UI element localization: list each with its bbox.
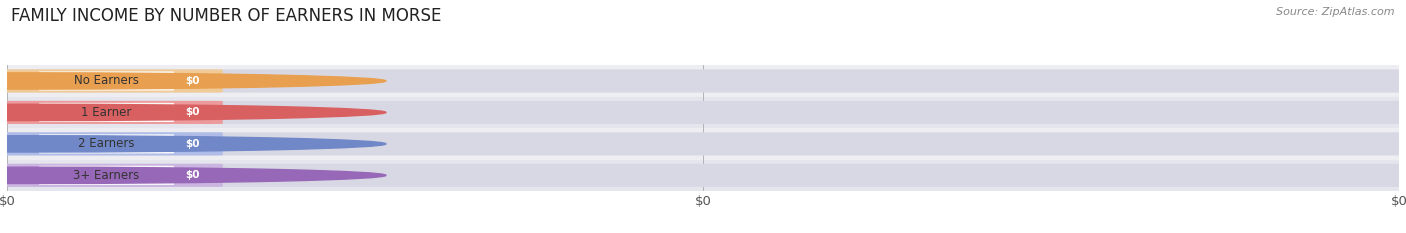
FancyBboxPatch shape bbox=[0, 101, 1406, 124]
FancyBboxPatch shape bbox=[0, 69, 1406, 93]
Text: 1 Earner: 1 Earner bbox=[82, 106, 132, 119]
FancyBboxPatch shape bbox=[0, 69, 222, 93]
FancyBboxPatch shape bbox=[0, 164, 222, 187]
Bar bbox=[7, 160, 1399, 191]
Text: No Earners: No Earners bbox=[75, 75, 139, 87]
Text: $0: $0 bbox=[186, 76, 200, 86]
FancyBboxPatch shape bbox=[0, 101, 222, 124]
Text: $0: $0 bbox=[186, 107, 200, 117]
Circle shape bbox=[0, 167, 385, 183]
Text: FAMILY INCOME BY NUMBER OF EARNERS IN MORSE: FAMILY INCOME BY NUMBER OF EARNERS IN MO… bbox=[11, 7, 441, 25]
Circle shape bbox=[0, 73, 385, 89]
FancyBboxPatch shape bbox=[0, 164, 1406, 187]
Circle shape bbox=[0, 104, 385, 120]
FancyBboxPatch shape bbox=[39, 166, 174, 185]
Bar bbox=[7, 65, 1399, 97]
Circle shape bbox=[0, 136, 385, 152]
Text: 3+ Earners: 3+ Earners bbox=[73, 169, 139, 182]
Text: 2 Earners: 2 Earners bbox=[79, 137, 135, 150]
FancyBboxPatch shape bbox=[39, 134, 174, 154]
FancyBboxPatch shape bbox=[0, 132, 1406, 155]
Bar bbox=[7, 97, 1399, 128]
FancyBboxPatch shape bbox=[39, 71, 174, 91]
FancyBboxPatch shape bbox=[0, 132, 222, 155]
Bar bbox=[7, 128, 1399, 160]
FancyBboxPatch shape bbox=[39, 103, 174, 122]
Text: $0: $0 bbox=[186, 139, 200, 149]
Text: $0: $0 bbox=[186, 170, 200, 180]
Text: Source: ZipAtlas.com: Source: ZipAtlas.com bbox=[1277, 7, 1395, 17]
